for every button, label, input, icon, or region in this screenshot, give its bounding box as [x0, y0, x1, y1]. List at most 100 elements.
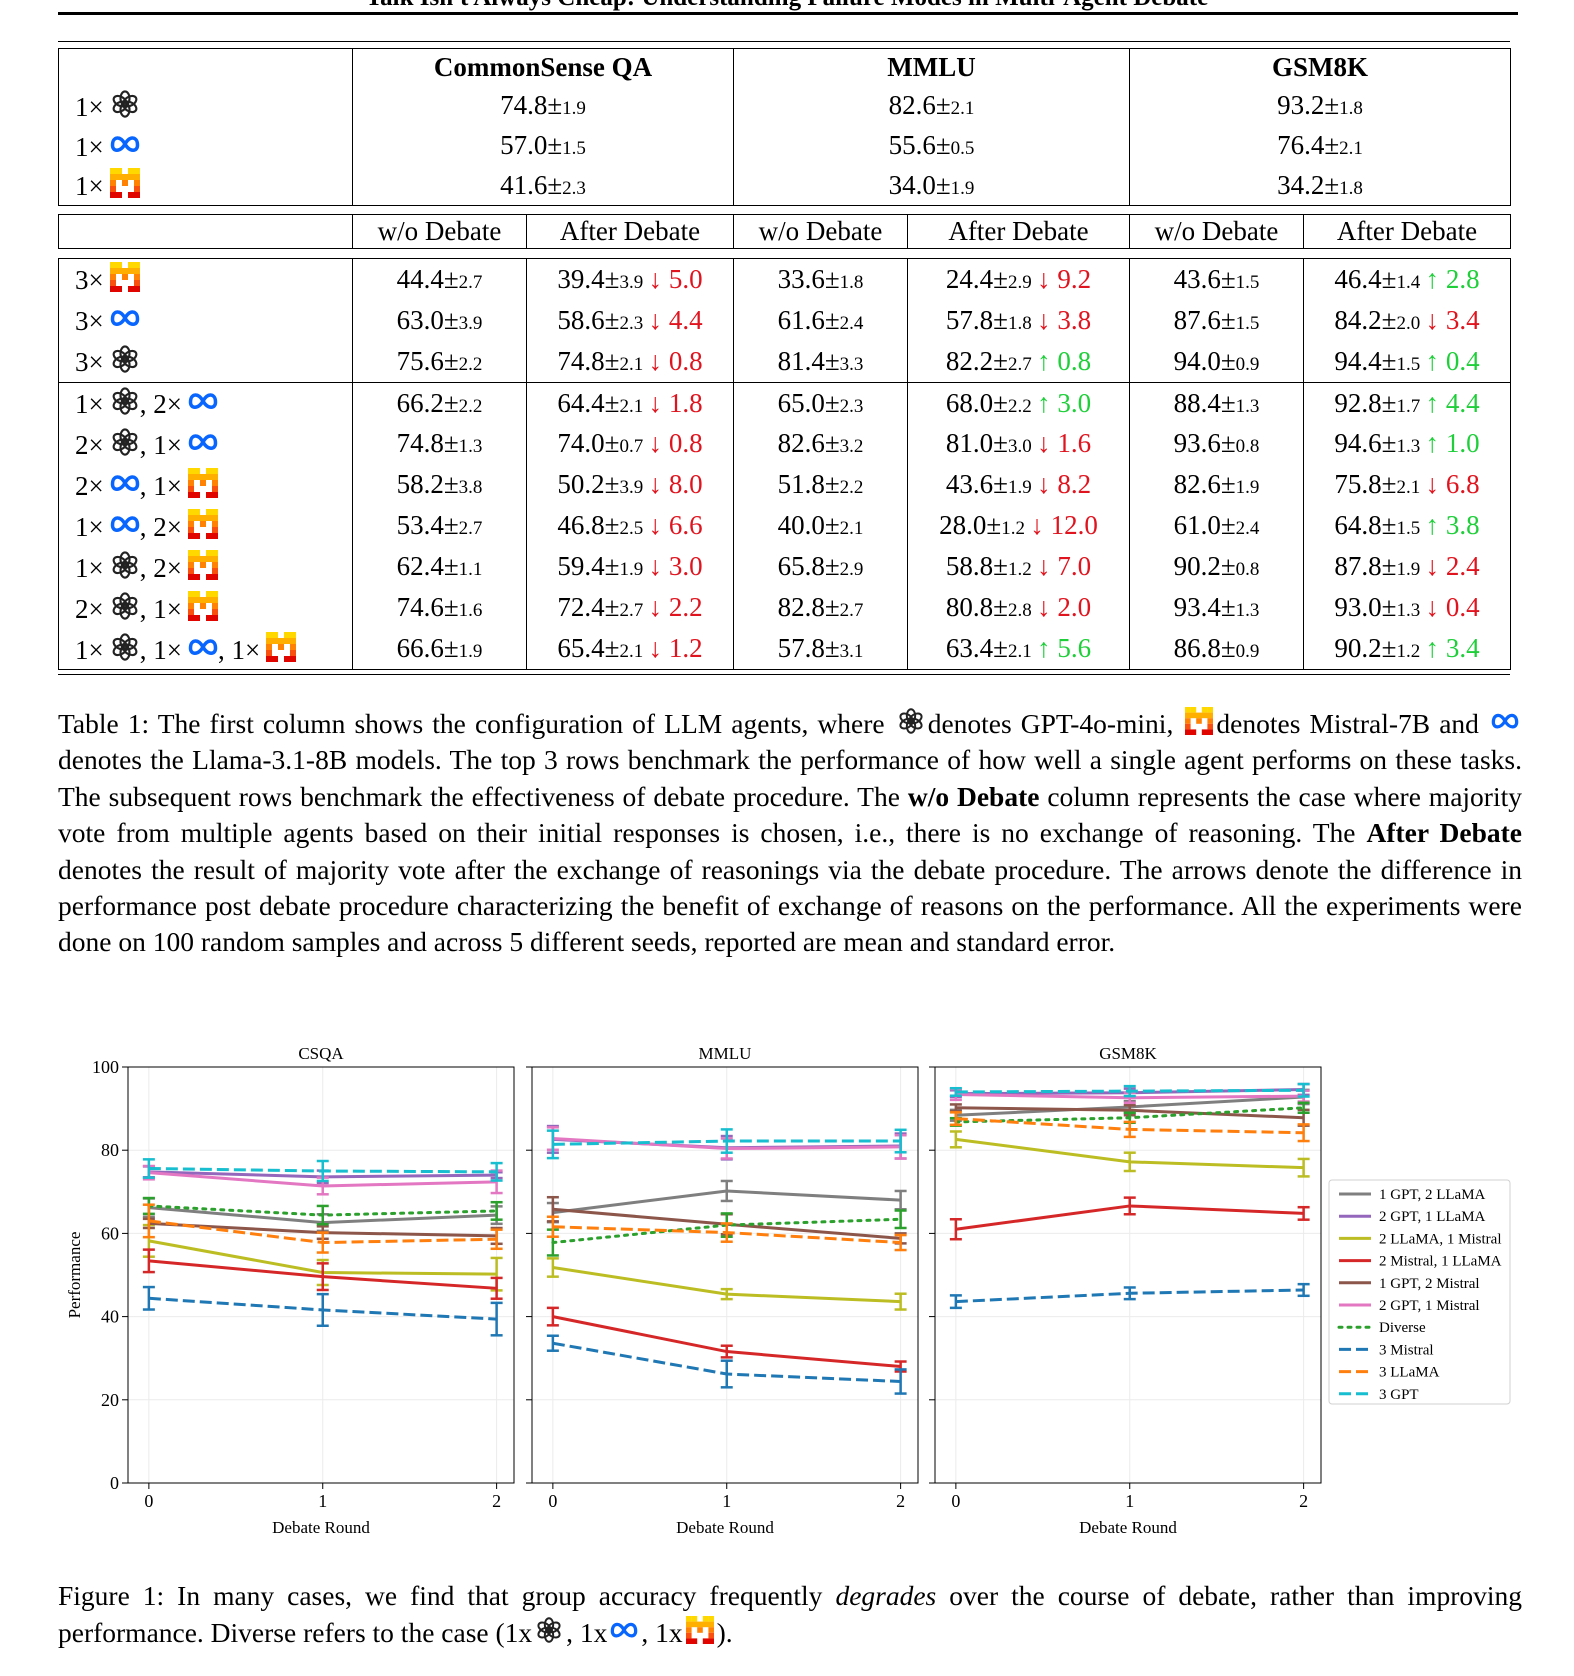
table-row: 3× 75.6±2.2 74.8±2.1 ↓ 0.8 81.4±3.3 82.2±2.7…: [58, 341, 1511, 383]
delta: ↓ 2.4: [1425, 551, 1480, 582]
std-error: 2.1: [619, 395, 644, 417]
gpt-icon: [110, 427, 140, 457]
mean: 74.8±: [500, 90, 563, 120]
value-cell: 94.6±1.3 ↑ 1.0: [1303, 423, 1511, 465]
value-cell: 34.0±1.9: [733, 165, 1130, 206]
std-error: 3.3: [839, 353, 864, 375]
error-bar: [546, 1257, 559, 1278]
delta: ↓ 5.0: [648, 263, 703, 294]
delta: ↑ 3.8: [1425, 510, 1480, 541]
std-error: 3.1: [839, 641, 864, 663]
config-cell: 1× , 2×: [58, 546, 353, 588]
value-cell: 41.6±2.3: [352, 165, 734, 206]
mean: 57.8±: [777, 633, 840, 664]
table-rule: [58, 41, 1510, 43]
mean: 92.8±: [1334, 387, 1397, 418]
value-cell: 64.8±1.5 ↑ 3.8: [1303, 505, 1511, 547]
value-cell: 93.6±0.8: [1129, 423, 1304, 465]
delta: ↓ 1.8: [648, 387, 703, 418]
std-error: 2.7: [619, 600, 644, 622]
gpt-icon-shape: [112, 389, 138, 414]
llama-icon: [110, 303, 140, 333]
std-error: 2.1: [619, 641, 644, 663]
mean: 75.6±: [396, 345, 459, 376]
error-bar: [490, 1301, 503, 1337]
mean: 87.6±: [1173, 304, 1236, 335]
value-cell: 74.8±1.3: [352, 423, 527, 465]
error-bar: [546, 1334, 559, 1352]
value-cell: 34.2±1.8: [1129, 165, 1511, 206]
header-row: CommonSense QA MMLU GSM8K: [58, 48, 1511, 86]
caption-text: denotes the result of majority vote afte…: [58, 853, 1522, 958]
value-cell: 93.0±1.3 ↓ 0.4: [1303, 587, 1511, 629]
value-cell: 75.8±2.1 ↓ 6.8: [1303, 464, 1511, 506]
mistral-icon-shape: [188, 468, 218, 498]
std-error: 1.5: [1396, 518, 1421, 540]
error-bar: [142, 1203, 155, 1239]
std-error: 3.9: [458, 312, 483, 334]
mean: 81.4±: [777, 345, 840, 376]
gpt-icon-shape: [112, 347, 138, 372]
mean: 87.8±: [1334, 551, 1397, 582]
std-error: 2.7: [839, 600, 864, 622]
std-error: 1.2: [1007, 559, 1032, 581]
delta: ↑ 1.0: [1425, 428, 1480, 459]
error-bar: [1297, 1101, 1310, 1115]
error-bar: [1297, 1205, 1310, 1221]
mean: 84.2±: [1334, 304, 1397, 335]
config-count: 1×: [75, 552, 104, 583]
error-bar: [1123, 1084, 1136, 1098]
caption-text: ).: [716, 1617, 733, 1648]
table-row: 3× 44.4±2.7 39.4±3.9 ↓ 5.0 33.6±1.8 24.4±2.9…: [58, 258, 1511, 300]
error-bar: [949, 1111, 962, 1127]
config-cell: 2× , 1×: [58, 587, 353, 629]
benchmark-header: CommonSense QA: [352, 48, 734, 86]
mean: 41.6±: [500, 169, 563, 200]
std-error: 0.9: [1235, 641, 1260, 663]
std-error: 1.5: [1396, 353, 1421, 375]
error-bar: [720, 1179, 733, 1203]
value-cell: 82.6±1.9: [1129, 464, 1304, 506]
mean: 82.8±: [777, 592, 840, 623]
table-row: 1×, 2× 53.4±2.7 46.8±2.5 ↓ 6.6 40.0±2.1 28.0…: [58, 505, 1511, 547]
std-error: 2.1: [950, 98, 975, 119]
table-row: 1×, 2× 66.2±2.2 64.4±2.1 ↓ 1.8 65.0±2.3 68.0…: [58, 381, 1511, 424]
mean: 74.8±: [396, 428, 459, 459]
subheader: w/o Debate: [1129, 214, 1304, 249]
value-cell: 63.0±3.9: [352, 299, 527, 342]
std-error: 2.2: [458, 395, 483, 417]
config-cell: 2× , 1×: [58, 423, 353, 465]
mean: 24.4±: [945, 263, 1008, 294]
std-error: 3.2: [839, 436, 864, 458]
std-error: 2.9: [839, 559, 864, 581]
subheader-table: w/o Debate After Debate w/o Debate After De…: [58, 214, 1511, 249]
std-error: 2.3: [562, 177, 586, 199]
legend-label: 2 Mistral, 1 LLaMA: [1379, 1254, 1502, 1270]
value-cell: 61.0±2.4: [1129, 505, 1304, 547]
gpt-icon-shape: [112, 552, 138, 577]
mean: 61.0±: [1173, 510, 1236, 541]
value-cell: 65.0±2.3: [733, 381, 908, 424]
std-error: 3.9: [619, 271, 644, 293]
mean: 66.2±: [396, 387, 459, 418]
value-cell: 82.8±2.7: [733, 587, 908, 629]
std-error: 2.2: [1007, 395, 1032, 417]
llama-icon-shape: [190, 641, 215, 653]
plot-frame: [531, 1066, 919, 1484]
gpt-icon-shape: [898, 709, 923, 733]
mean: 64.4±: [557, 387, 620, 418]
value-cell: 62.4±1.1: [352, 546, 527, 588]
caption-text: over the course of debate, rather than i…: [58, 1580, 1522, 1648]
mistral-icon: [266, 632, 296, 662]
std-error: 2.2: [458, 353, 483, 375]
value-cell: 93.2±1.8: [1129, 85, 1511, 126]
error-bar: [720, 1359, 733, 1389]
error-bar: [546, 1306, 559, 1327]
figure-caption: Figure 1: In many cases, we find that gr…: [58, 1577, 1522, 1651]
gpt-icon: [110, 386, 140, 416]
value-cell: 40.0±2.1: [733, 505, 908, 547]
value-cell: 43.6±1.5: [1129, 258, 1304, 300]
error-bar: [142, 1248, 155, 1274]
mean: 43.6±: [1173, 263, 1236, 294]
